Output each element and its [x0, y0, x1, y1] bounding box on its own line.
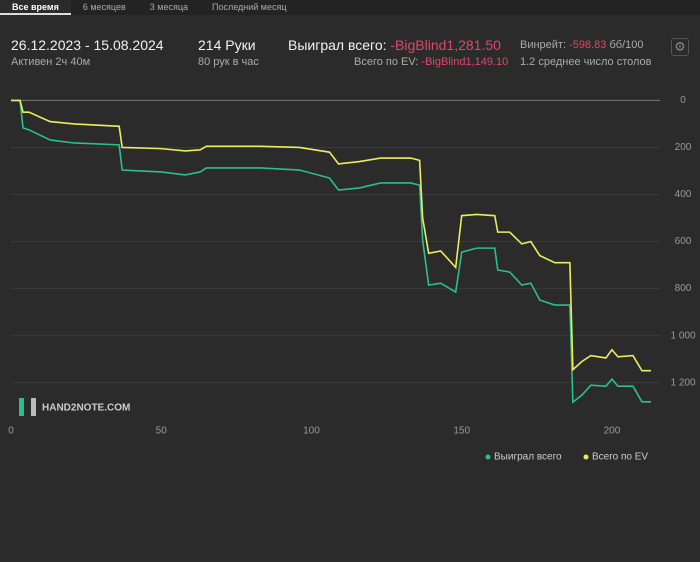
x-tick-label: 50	[156, 426, 168, 437]
tab[interactable]: Последний месяц	[212, 2, 287, 12]
label: Винрейт:	[520, 39, 567, 51]
tab[interactable]: 3 месяца	[149, 2, 188, 12]
value: -BigBlind1,149.10	[421, 56, 509, 68]
tables: 1.2 среднее число столов	[520, 56, 652, 68]
y-tick-label: 600	[675, 236, 692, 247]
y-tick-label: 1 200	[670, 377, 695, 388]
y-tick-label: 1 000	[670, 330, 695, 341]
x-tick-label: 100	[303, 426, 320, 437]
legend-label: Всего по EV	[592, 452, 648, 463]
y-tick-label: 0	[680, 95, 686, 106]
legend-marker	[485, 454, 491, 460]
x-tick-label: 150	[453, 426, 470, 437]
value: -598.83	[569, 39, 607, 51]
won-total: Выиграл всего: -BigBlind1,281.50	[288, 37, 501, 53]
tab-bar: Все время 6 месяцев 3 месяца Последний м…	[0, 0, 700, 15]
hands-per-hour: 80 рук в час	[198, 56, 259, 68]
y-tick-label: 200	[675, 142, 692, 153]
x-tick-label: 0	[8, 426, 14, 437]
label: Выиграл всего:	[288, 37, 387, 53]
x-tick-label: 200	[604, 426, 621, 437]
winrate: Винрейт: -598.83 бб/100	[520, 39, 643, 51]
legend-label: Выиграл всего	[494, 452, 562, 463]
y-tick-label: 400	[675, 189, 692, 200]
legend-marker	[583, 454, 589, 460]
hands: 214 Руки	[198, 37, 256, 53]
watermark: HAND2NOTE.COM	[42, 403, 130, 414]
label: Всего по EV:	[354, 56, 419, 68]
line	[11, 99, 651, 404]
period: 26.12.2023 - 15.08.2024	[11, 37, 164, 53]
logo	[19, 398, 24, 416]
settings-button[interactable]: ⚙	[671, 38, 689, 56]
value: -BigBlind1,281.50	[390, 37, 501, 53]
line	[11, 99, 651, 372]
tab[interactable]: Все время	[0, 0, 71, 15]
ev-total: Всего по EV: -BigBlind1,149.10	[354, 56, 508, 68]
unit: бб/100	[609, 39, 644, 51]
tab[interactable]: 6 месяцев	[82, 2, 126, 12]
logo	[31, 398, 36, 416]
y-tick-label: 800	[675, 283, 692, 294]
active-time: Активен 2ч 40м	[11, 56, 91, 68]
